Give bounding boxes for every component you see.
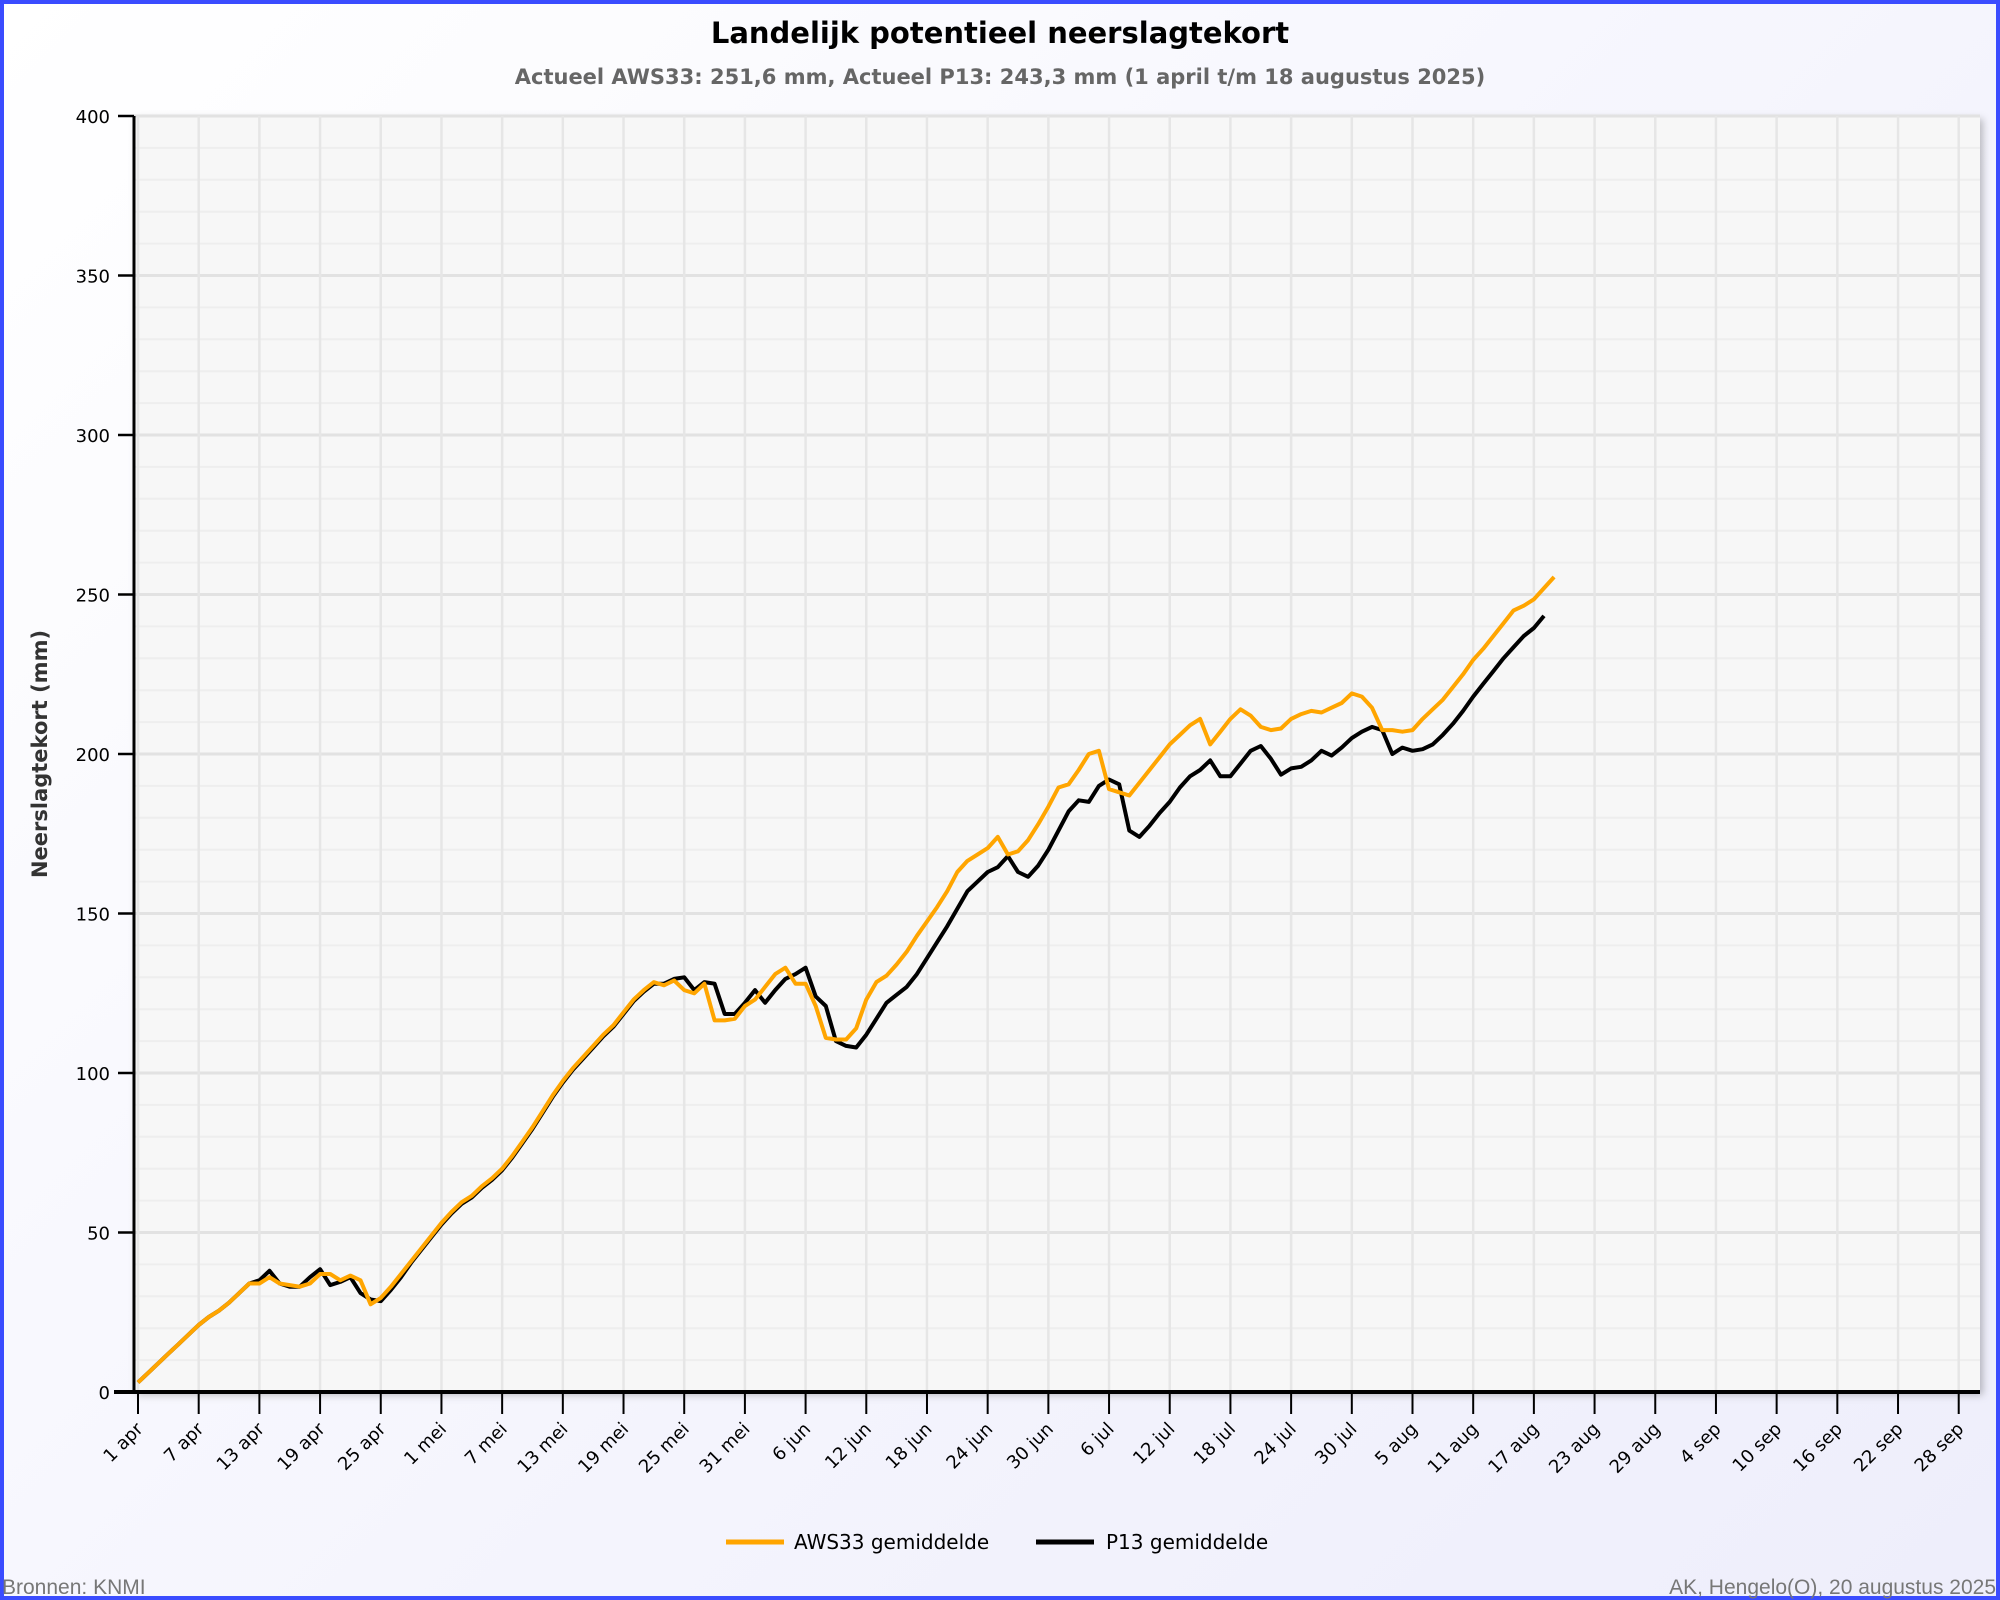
- x-tick-label: 31 mei: [696, 1419, 755, 1478]
- x-tick-label: 18 jul: [1190, 1419, 1240, 1469]
- series-line-p13: [136, 614, 1546, 1384]
- grid: [134, 114, 1980, 1394]
- x-tick-label: 25 mei: [635, 1419, 694, 1478]
- y-tick-label: 150: [76, 905, 110, 926]
- x-tick-label: 17 aug: [1484, 1419, 1543, 1478]
- x-tick-label: 4 sep: [1676, 1419, 1726, 1469]
- x-tick-label: 24 jun: [942, 1419, 997, 1474]
- y-tick-label: 350: [76, 267, 110, 288]
- legend-label-p13[interactable]: P13 gemiddelde: [1106, 1530, 1268, 1554]
- x-tick-label: 12 jul: [1129, 1419, 1179, 1469]
- y-axis-label: Neerslagtekort (mm): [28, 630, 52, 878]
- x-tick-label: 24 jul: [1250, 1419, 1300, 1469]
- x-tick-label: 16 sep: [1789, 1419, 1847, 1477]
- x-tick-label: 7 mei: [461, 1419, 512, 1470]
- series-line-aws33: [136, 575, 1556, 1384]
- x-tick-label: 1 mei: [400, 1419, 451, 1470]
- x-tick-label: 11 aug: [1424, 1419, 1483, 1478]
- y-tick-label: 200: [76, 745, 110, 766]
- x-tick-label: 22 sep: [1850, 1419, 1908, 1477]
- y-tick-label: 300: [76, 426, 110, 447]
- x-tick-label: 30 jul: [1311, 1419, 1361, 1469]
- credit-note: AK, Hengelo(O), 20 augustus 2025: [1669, 1576, 1996, 1599]
- x-tick-label: 28 sep: [1911, 1419, 1969, 1477]
- x-tick-label: 25 apr: [334, 1418, 391, 1475]
- x-tick-label: 19 mei: [574, 1419, 633, 1478]
- legend-label-aws33[interactable]: AWS33 gemiddelde: [794, 1530, 989, 1554]
- x-tick-label: 6 jul: [1076, 1419, 1118, 1461]
- chart-title: Landelijk potentieel neerslagtekort: [711, 16, 1289, 50]
- x-tick-label: 29 aug: [1606, 1419, 1665, 1478]
- x-tick-label: 18 jun: [882, 1419, 937, 1474]
- y-tick-label: 0: [99, 1383, 110, 1404]
- legend: AWS33 gemiddelde P13 gemiddelde: [726, 1530, 1268, 1554]
- x-tick-label: 1 apr: [99, 1418, 148, 1467]
- x-tick-label: 6 jun: [768, 1419, 815, 1466]
- chart-subtitle: Actueel AWS33: 251,6 mm, Actueel P13: 24…: [515, 65, 1486, 89]
- x-tick-label: 13 apr: [213, 1418, 270, 1475]
- x-tick-label: 13 mei: [514, 1419, 573, 1478]
- x-tick-label: 12 jun: [821, 1419, 876, 1474]
- x-tick-label: 19 apr: [273, 1418, 330, 1475]
- x-tick-label: 23 aug: [1545, 1419, 1604, 1478]
- x-tick-label: 7 apr: [160, 1418, 209, 1467]
- y-tick-label: 250: [76, 586, 110, 607]
- x-tick-label: 10 sep: [1729, 1419, 1787, 1477]
- y-tick-label: 400: [76, 107, 110, 128]
- y-tick-label: 100: [76, 1064, 110, 1085]
- source-note: Bronnen: KNMI: [2, 1576, 146, 1599]
- y-tick-label: 50: [87, 1224, 110, 1245]
- x-tick-label: 30 jun: [1003, 1419, 1058, 1474]
- series-lines: [136, 575, 1556, 1384]
- x-tick-label: 5 aug: [1371, 1419, 1422, 1470]
